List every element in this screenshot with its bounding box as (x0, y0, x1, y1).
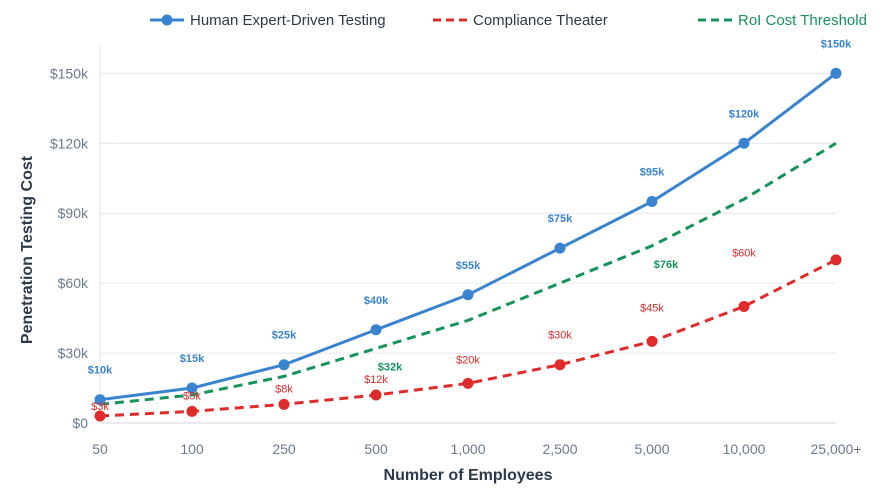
data-labels: $10k $15k $25k $40k $55k $75k $95k $120k $150k $3… (88, 38, 852, 413)
series-line-0 (100, 73, 836, 399)
x-axis-ticks: 50 100 250 500 1,000 2,500 5,000 10,000 25,000+ (92, 441, 861, 457)
y-axis-ticks: $0 $30k $60k $90k $120k $150k (50, 65, 89, 431)
y-tick-label: $0 (72, 415, 88, 431)
x-tick-label: 10,000 (723, 441, 766, 457)
series-1-point (463, 378, 474, 389)
x-axis-title: Number of Employees (384, 467, 553, 484)
compliance-data-label: $45k (640, 302, 664, 314)
y-tick-label: $120k (50, 135, 89, 151)
legend-marker-0 (162, 15, 173, 26)
legend: Human Expert-Driven Testing Compliance Th… (150, 12, 867, 29)
series-0-point (371, 324, 382, 335)
x-tick-label: 500 (364, 441, 388, 457)
expert-data-label: $55k (456, 260, 481, 272)
series-1-point (187, 406, 198, 417)
compliance-data-label: $8k (275, 383, 293, 395)
expert-data-label: $15k (180, 353, 205, 365)
series-0-point (647, 196, 658, 207)
compliance-data-label: $3k (91, 401, 109, 413)
legend-label-1: Compliance Theater (473, 12, 608, 29)
compliance-data-label: $20k (456, 354, 480, 366)
x-tick-label: 100 (180, 441, 204, 457)
y-tick-label: $30k (58, 345, 89, 361)
expert-data-label: $25k (272, 330, 297, 342)
threshold-data-label: $76k (654, 259, 679, 271)
expert-data-label: $120k (729, 108, 760, 120)
x-tick-label: 25,000+ (811, 441, 862, 457)
expert-data-label: $95k (640, 167, 665, 179)
series-1-point (739, 301, 750, 312)
expert-data-label: $75k (548, 213, 573, 225)
series-1-point (279, 399, 290, 410)
legend-label-2: RoI Cost Threshold (738, 12, 867, 29)
x-tick-label: 1,000 (450, 441, 485, 457)
compliance-data-label: $5k (183, 390, 201, 402)
compliance-data-label: $60k (732, 247, 756, 259)
expert-data-label: $40k (364, 295, 389, 307)
series-0-point (463, 289, 474, 300)
x-tick-label: 5,000 (634, 441, 669, 457)
expert-data-label: $150k (821, 38, 852, 50)
series-0-point (279, 359, 290, 370)
y-axis-title: Penetration Testing Cost (19, 155, 36, 344)
series-group (95, 68, 842, 422)
x-tick-label: 250 (272, 441, 296, 457)
series-0-point (739, 138, 750, 149)
legend-label-0: Human Expert-Driven Testing (190, 12, 386, 29)
threshold-data-label: $32k (378, 361, 403, 373)
series-1-point (371, 390, 382, 401)
y-tick-label: $150k (50, 65, 89, 81)
x-tick-label: 50 (92, 441, 108, 457)
series-1-point (555, 359, 566, 370)
compliance-data-label: $30k (548, 330, 572, 342)
x-tick-label: 2,500 (542, 441, 577, 457)
series-0-point (555, 243, 566, 254)
line-chart: Human Expert-Driven Testing Compliance Th… (0, 0, 888, 488)
compliance-data-label: $12k (364, 374, 388, 386)
y-tick-label: $90k (58, 205, 89, 221)
y-tick-label: $60k (58, 275, 89, 291)
series-1-point (831, 254, 842, 265)
series-1-point (647, 336, 658, 347)
expert-data-label: $10k (88, 365, 113, 377)
series-0-point (831, 68, 842, 79)
